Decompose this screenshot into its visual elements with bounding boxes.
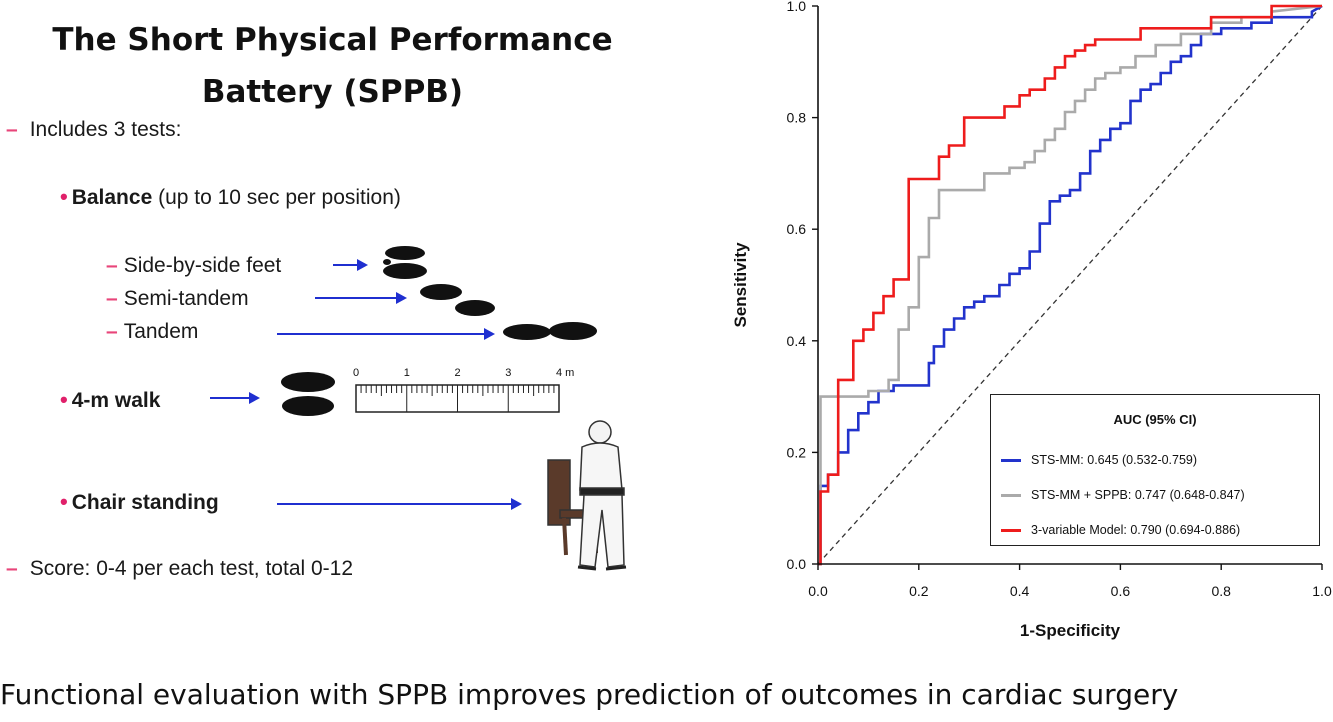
walk-line: • 4-m walk [60, 387, 161, 412]
y-tick-label: 0.6 [787, 221, 807, 237]
footprints-tandem-icon [503, 322, 597, 340]
includes-text: Includes 3 tests: [29, 118, 182, 141]
chart-legend: AUC (95% CI) STS-MM: 0.645 (0.532-0.759)… [990, 394, 1320, 546]
x-tick-label: 0.2 [909, 583, 929, 599]
balance-line: • Balance (up to 10 sec per position) [60, 184, 401, 209]
ruler-label: 1 [404, 368, 410, 379]
semi-tandem-label: Semi-tandem [123, 287, 249, 310]
footprints-illustration [383, 246, 597, 340]
slide-title-line1: The Short Physical Performance [52, 22, 613, 58]
slide-title: The Short Physical Performance Battery (… [20, 14, 645, 118]
semi-tandem-arrow [315, 292, 407, 304]
series-line-3-variable-model [818, 4, 1322, 566]
footprints-side-by-side-icon [383, 246, 427, 279]
y-tick-label: 0.2 [787, 444, 807, 460]
legend-item: 3-variable Model: 0.790 (0.694-0.886) [1001, 523, 1240, 537]
y-axis-label: Sensitivity [731, 242, 750, 328]
walk-arrow [210, 392, 260, 404]
x-tick-label: 1.0 [1312, 583, 1332, 599]
side-by-side-arrow [333, 259, 368, 271]
side-by-side-line: – Side-by-side feet [106, 254, 282, 277]
score-line: – Score: 0-4 per each test, total 0-12 [6, 557, 354, 580]
chair-stand-figure-icon [547, 420, 627, 571]
walk-label: 4-m walk [71, 389, 161, 412]
y-tick-label: 0.0 [787, 556, 807, 572]
walk-feet-and-ruler: 0 1 2 3 4 m [281, 368, 574, 416]
caption: Functional evaluation with SPPB improves… [0, 678, 1179, 711]
walk-feet-icon [281, 372, 335, 416]
balance-detail: (up to 10 sec per position) [152, 186, 401, 209]
legend-swatch [1001, 528, 1021, 532]
x-tick-label: 0.6 [1111, 583, 1131, 599]
chair-arrow [277, 498, 522, 510]
legend-item: STS-MM + SPPB: 0.747 (0.648-0.847) [1001, 488, 1245, 502]
chair-line: • Chair standing [60, 489, 219, 514]
includes-line: – Includes 3 tests: [6, 118, 182, 141]
legend-swatch [1001, 493, 1021, 497]
y-tick-label: 0.4 [787, 333, 807, 349]
legend-item: STS-MM: 0.645 (0.532-0.759) [1001, 453, 1197, 467]
side-by-side-label: Side-by-side feet [123, 254, 282, 277]
legend-label: STS-MM: 0.645 (0.532-0.759) [1031, 453, 1198, 467]
ruler-icon [355, 384, 560, 413]
y-tick-label: 1.0 [787, 0, 807, 14]
ruler-label: 0 [353, 368, 359, 379]
legend-label: 3-variable Model: 0.790 (0.694-0.886) [1031, 523, 1241, 537]
roc-chart: 0.0 0.2 0.4 0.6 0.8 1.0 0.0 0.2 0.4 0.6 0.8 1.0 Sen… [731, 0, 1332, 640]
series-line-sts-mm [818, 4, 1323, 566]
legend-title: AUC (95% CI) [1113, 412, 1197, 427]
chair-label: Chair standing [71, 491, 219, 514]
balance-label: Balance [71, 186, 153, 209]
x-axis-label: 1-Specificity [1020, 621, 1121, 640]
tandem-line: – Tandem [106, 320, 199, 343]
y-tick-label: 0.8 [787, 110, 807, 126]
tandem-arrow [277, 328, 495, 340]
ruler-label: 4 m [556, 368, 574, 379]
tandem-label: Tandem [123, 320, 199, 343]
legend-label: STS-MM + SPPB: 0.747 (0.648-0.847) [1031, 488, 1245, 502]
x-tick-label: 0.0 [808, 583, 828, 599]
ruler-label: 3 [505, 368, 511, 379]
legend-swatch [1001, 458, 1021, 462]
x-tick-label: 0.8 [1211, 583, 1231, 599]
ruler-label: 2 [455, 368, 461, 379]
series-line-sts-mm-sppb [818, 4, 1323, 566]
semi-tandem-line: – Semi-tandem [106, 287, 249, 310]
slide-title-line2: Battery (SPPB) [201, 74, 464, 110]
footprints-semi-tandem-icon [420, 284, 495, 316]
x-tick-label: 0.4 [1010, 583, 1030, 599]
score-text: Score: 0-4 per each test, total 0-12 [29, 557, 354, 580]
